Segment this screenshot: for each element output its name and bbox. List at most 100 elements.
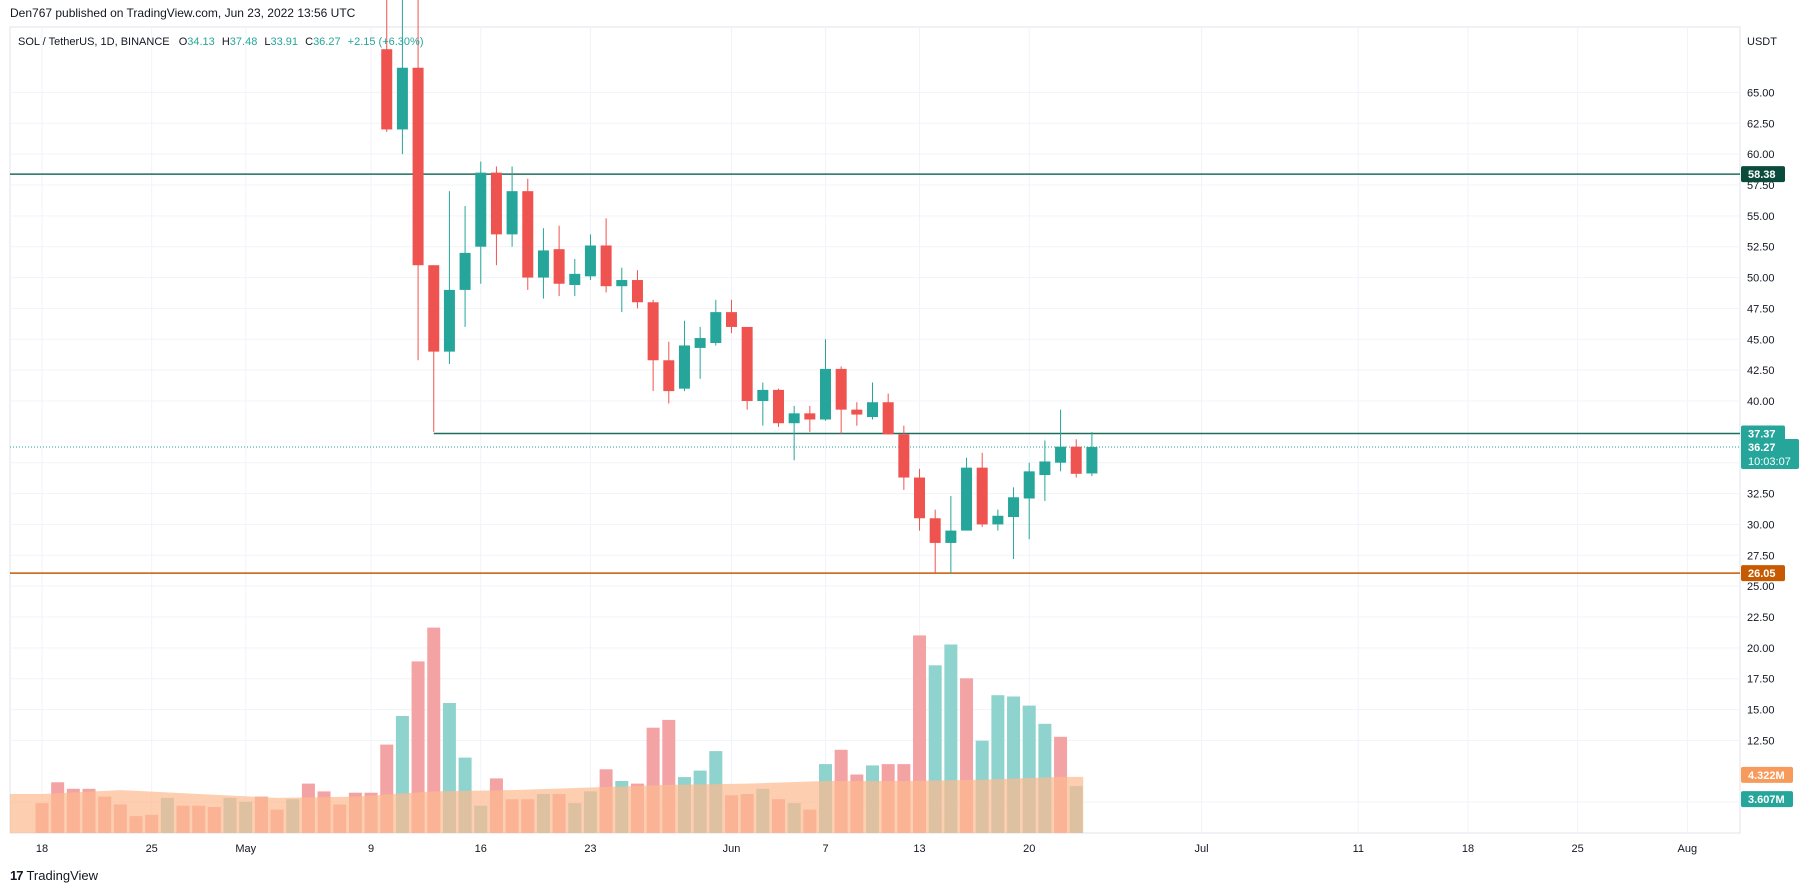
x-tick-label: 9 (368, 843, 374, 855)
x-tick-label: Jun (723, 843, 741, 855)
x-tick-label: 7 (822, 843, 828, 855)
y-tick-label: 65.00 (1747, 87, 1775, 99)
tradingview-logo-icon: 17 (10, 868, 24, 883)
candle-body (710, 312, 722, 343)
candle-body (553, 249, 565, 284)
high-value: 37.48 (230, 36, 258, 48)
low-label: L (264, 36, 270, 48)
x-tick-label: Aug (1678, 843, 1698, 855)
candle-body (459, 252, 471, 290)
tradingview-footer[interactable]: 17 TradingView (10, 868, 98, 883)
y-tick-label: 20.00 (1747, 643, 1775, 655)
volume-ma-label-bg (1741, 766, 1793, 783)
candle-body (961, 467, 973, 531)
candle-body (867, 402, 879, 418)
candle-body (1055, 446, 1067, 463)
x-tick-label: 25 (1572, 843, 1584, 855)
brand-name: TradingView (26, 868, 99, 883)
x-tick-label: 20 (1023, 843, 1035, 855)
volume-last-label-bg (1741, 791, 1793, 808)
close-value: 36.27 (313, 36, 341, 48)
volume-ma-area (10, 776, 1084, 833)
candle-body (428, 265, 440, 352)
high-label: H (222, 36, 230, 48)
low-value: 33.91 (271, 36, 299, 48)
candle-body (631, 280, 643, 303)
last-price-bg (1741, 439, 1799, 470)
candle-body (584, 245, 596, 277)
x-tick-label: 23 (584, 843, 596, 855)
candle-body (788, 413, 800, 424)
candle-body (741, 326, 753, 401)
candle-body (772, 389, 784, 424)
level-label-37: 37.37 (1748, 428, 1776, 440)
x-tick-label: 18 (36, 843, 48, 855)
y-tick-label: 62.50 (1747, 118, 1775, 130)
y-tick-label: 32.50 (1747, 489, 1775, 501)
candle-body (647, 302, 659, 361)
level-label-58: 58.38 (1748, 169, 1776, 181)
x-tick-label: Jul (1195, 843, 1209, 855)
candle-body (757, 389, 769, 401)
symbol-legend: SOL / TetherUS, 1D, BINANCE O34.13 H37.4… (18, 36, 424, 48)
level-label-58-bg (1741, 166, 1785, 183)
candle-body (1008, 497, 1020, 518)
plot-frame (9, 26, 1741, 834)
level-label-26-bg (1741, 565, 1785, 582)
x-tick-label: May (235, 843, 256, 855)
y-tick-label: 42.50 (1747, 365, 1775, 377)
y-tick-label: 47.50 (1747, 303, 1775, 315)
volume-bar (427, 627, 441, 833)
last-price-label: 36.27 (1748, 442, 1776, 454)
candle-body (1023, 471, 1035, 499)
candle-body (694, 338, 706, 348)
y-tick-label: 12.50 (1747, 735, 1775, 747)
open-label: O (179, 36, 188, 48)
candle-body (616, 280, 628, 287)
candle-body (1070, 446, 1082, 474)
y-tick-label: 15.00 (1747, 705, 1775, 717)
y-tick-label: 60.00 (1747, 149, 1775, 161)
candle-body (537, 250, 549, 278)
close-label: C (305, 36, 313, 48)
candle-body (490, 172, 502, 235)
candle-body (992, 515, 1004, 525)
currency-label: USDT (1747, 36, 1777, 48)
candle-body (522, 191, 534, 278)
candle-body (600, 245, 612, 287)
y-tick-label: 25.00 (1747, 581, 1775, 593)
candle-body (506, 191, 518, 235)
candle-body (945, 530, 957, 543)
y-tick-label: 50.00 (1747, 273, 1775, 285)
x-tick-label: 25 (146, 843, 158, 855)
y-tick-label: 22.50 (1747, 612, 1775, 624)
candle-body (443, 289, 455, 352)
candle-body (663, 360, 675, 392)
y-tick-label: 17.50 (1747, 674, 1775, 686)
candle-body (475, 172, 487, 247)
candle-body (381, 49, 393, 130)
candle-body (804, 413, 816, 420)
y-tick-label: 55.00 (1747, 211, 1775, 223)
candle-body (1039, 461, 1051, 476)
candle-body (820, 368, 831, 420)
x-tick-label: 11 (1353, 843, 1364, 855)
candle-body (835, 368, 847, 410)
candle-body (412, 67, 424, 266)
open-value: 34.13 (187, 36, 215, 48)
change-value: +2.15 (+6.30%) (348, 36, 424, 48)
candle-body (929, 518, 941, 543)
y-tick-label: 30.00 (1747, 519, 1775, 531)
y-tick-label: 27.50 (1747, 550, 1775, 562)
candle-body (569, 273, 581, 285)
volume-last-label: 3.607M (1748, 794, 1785, 806)
x-tick-label: 18 (1462, 843, 1474, 855)
level-label-37-bg (1741, 425, 1785, 442)
x-tick-label: 13 (913, 843, 925, 855)
y-tick-label: 57.50 (1747, 180, 1775, 192)
candle-body (976, 467, 988, 525)
candle-body (898, 434, 910, 478)
publish-info: Den767 published on TradingView.com, Jun… (10, 6, 356, 20)
volume-ma-label: 4.322M (1748, 770, 1785, 782)
